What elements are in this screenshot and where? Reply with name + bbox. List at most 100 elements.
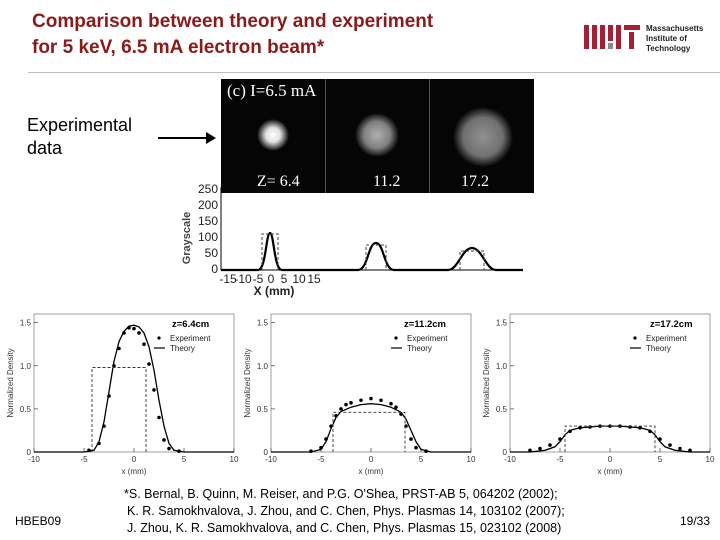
mit-logo-text: Massachusetts Institute of Technology — [646, 24, 704, 53]
y-tick-label: 0 — [503, 448, 508, 457]
experiment-point — [379, 398, 383, 403]
experiment-point — [167, 446, 171, 451]
grayscale-xtick: -15 — [219, 272, 237, 286]
experiment-point — [668, 443, 672, 447]
mit-logo-mark-icon — [584, 25, 640, 49]
experiment-point — [548, 443, 552, 447]
title-divider — [28, 72, 720, 73]
experiment-point — [339, 407, 343, 411]
grayscale-ytick: 0 — [211, 262, 218, 276]
theory-curve — [34, 324, 234, 453]
experiment-point — [688, 448, 692, 453]
references: *S. Bernal, B. Quinn, M. Reiser, and P.G… — [124, 486, 565, 537]
grayscale-xtick: -10 — [234, 272, 252, 286]
beam-spot-1 — [257, 119, 289, 151]
grayscale-xtick: -5 — [253, 272, 264, 286]
legend-label-experiment: Experiment — [170, 334, 211, 343]
experiment-point — [132, 326, 136, 331]
experimental-data-label: Experimental data — [27, 115, 133, 158]
beam-spot-2 — [355, 113, 399, 157]
grayscale-ytick: 250 — [198, 183, 218, 196]
x-tick-label: 0 — [369, 455, 374, 464]
density-plot-z6: 1.51.00.50-10 -5 0 5 10x (mm)Normalized Dens… — [6, 313, 239, 476]
x-tick-label: 10 — [230, 455, 239, 464]
y-tick-label: 0.5 — [496, 405, 508, 414]
y-tick-label: 1.0 — [257, 362, 269, 371]
x-axis-label: x (mm) — [122, 467, 147, 476]
y-tick-label: 1.5 — [20, 319, 32, 328]
slide-title-line1: Comparison between theory and experiment — [32, 11, 434, 32]
x-tick-label: -5 — [556, 455, 564, 464]
plot-title: z=17.2cm — [650, 319, 693, 330]
reference-line-2: K. R. Samokhvalova, J. Zhou, and C. Chen… — [127, 504, 565, 518]
x-axis-label: x (mm) — [598, 467, 623, 476]
experiment-point — [414, 445, 418, 450]
experiment-point — [678, 446, 682, 451]
slide-title-line2: for 5 keV, 6.5 mA electron beam* — [32, 37, 325, 58]
experiment-point — [157, 415, 161, 420]
x-tick-label: -10 — [28, 455, 40, 464]
z-label-3: 17.2 — [461, 173, 489, 190]
x-tick-label: -10 — [265, 455, 277, 464]
plot-title: z=11.2cm — [404, 319, 446, 330]
legend-label-theory: Theory — [407, 344, 432, 353]
experiment-point — [528, 448, 532, 453]
experiment-point — [369, 396, 373, 401]
slide-title: Comparison between theory and experiment… — [32, 9, 572, 61]
experiment-point — [409, 437, 413, 441]
experiment-point — [538, 446, 542, 451]
x-tick-label: -10 — [504, 455, 516, 464]
y-tick-label: 0.5 — [20, 405, 32, 414]
y-tick-label: 1.5 — [496, 319, 508, 328]
legend-label-theory: Theory — [646, 344, 671, 353]
grayscale-ytick: 50 — [205, 246, 219, 260]
footer-conference: HBEB09 — [15, 514, 62, 528]
grayscale-ytick: 100 — [198, 230, 218, 244]
x-tick-label: -5 — [317, 455, 325, 464]
x-tick-label: 5 — [182, 455, 187, 464]
x-tick-label: -5 — [80, 455, 88, 464]
y-axis-label: Normalized Density — [6, 348, 15, 417]
mit-logo: Massachusetts Institute of Technology — [584, 18, 714, 62]
x-axis-label: x (mm) — [359, 467, 384, 476]
kv-profile-box — [332, 411, 406, 452]
grayscale-xtick: 10 — [292, 272, 306, 286]
x-tick-label: 5 — [658, 455, 663, 464]
density-plot-z11: 1.51.00.50-10 -5 0 5 10x (mm)Normalized Dens… — [243, 313, 476, 476]
experiment-point — [137, 331, 141, 335]
grayscale-ytick: 150 — [198, 214, 218, 228]
beam-photograph: (c) I=6.5 mA — [221, 79, 534, 193]
y-tick-label: 1.0 — [496, 362, 508, 371]
y-tick-label: 0 — [264, 448, 269, 457]
experiment-point — [389, 401, 393, 406]
y-tick-label: 1.0 — [20, 362, 32, 371]
footer-page-number: 19/33 — [680, 514, 711, 528]
experiment-point — [349, 401, 353, 405]
grayscale-xlabel: X (mm) — [254, 284, 295, 298]
y-axis-label: Normalized Density — [243, 348, 252, 417]
kv-profile-box — [564, 425, 656, 452]
grayscale-profile-plot: Grayscale 250 200 150 100 50 0 -15 -10 -… — [181, 183, 523, 298]
arrow-icon — [158, 132, 216, 144]
grayscale-xtick: 0 — [268, 272, 275, 286]
x-tick-label: 5 — [419, 455, 424, 464]
grayscale-ytick: 200 — [198, 198, 218, 212]
z-label-2: 11.2 — [373, 173, 401, 190]
legend-marker-experiment — [394, 336, 398, 340]
grayscale-xtick: 15 — [307, 272, 321, 286]
x-tick-label: 10 — [706, 455, 715, 464]
legend-label-experiment: Experiment — [646, 334, 687, 343]
legend-marker-experiment — [157, 336, 161, 340]
grayscale-ylabel: Grayscale — [181, 212, 193, 265]
plot-title: z=6.4cm — [172, 319, 209, 330]
x-tick-label: 0 — [608, 455, 613, 464]
y-tick-label: 0 — [27, 448, 32, 457]
experiment-point — [394, 405, 398, 409]
legend-label-experiment: Experiment — [407, 334, 448, 343]
experiment-point — [147, 362, 151, 366]
experiment-point — [142, 342, 146, 346]
beam-spot-3 — [453, 107, 513, 167]
z-label-1: Z= 6.4 — [257, 173, 300, 190]
legend-label-theory: Theory — [170, 344, 195, 353]
theory-curve — [271, 403, 471, 453]
